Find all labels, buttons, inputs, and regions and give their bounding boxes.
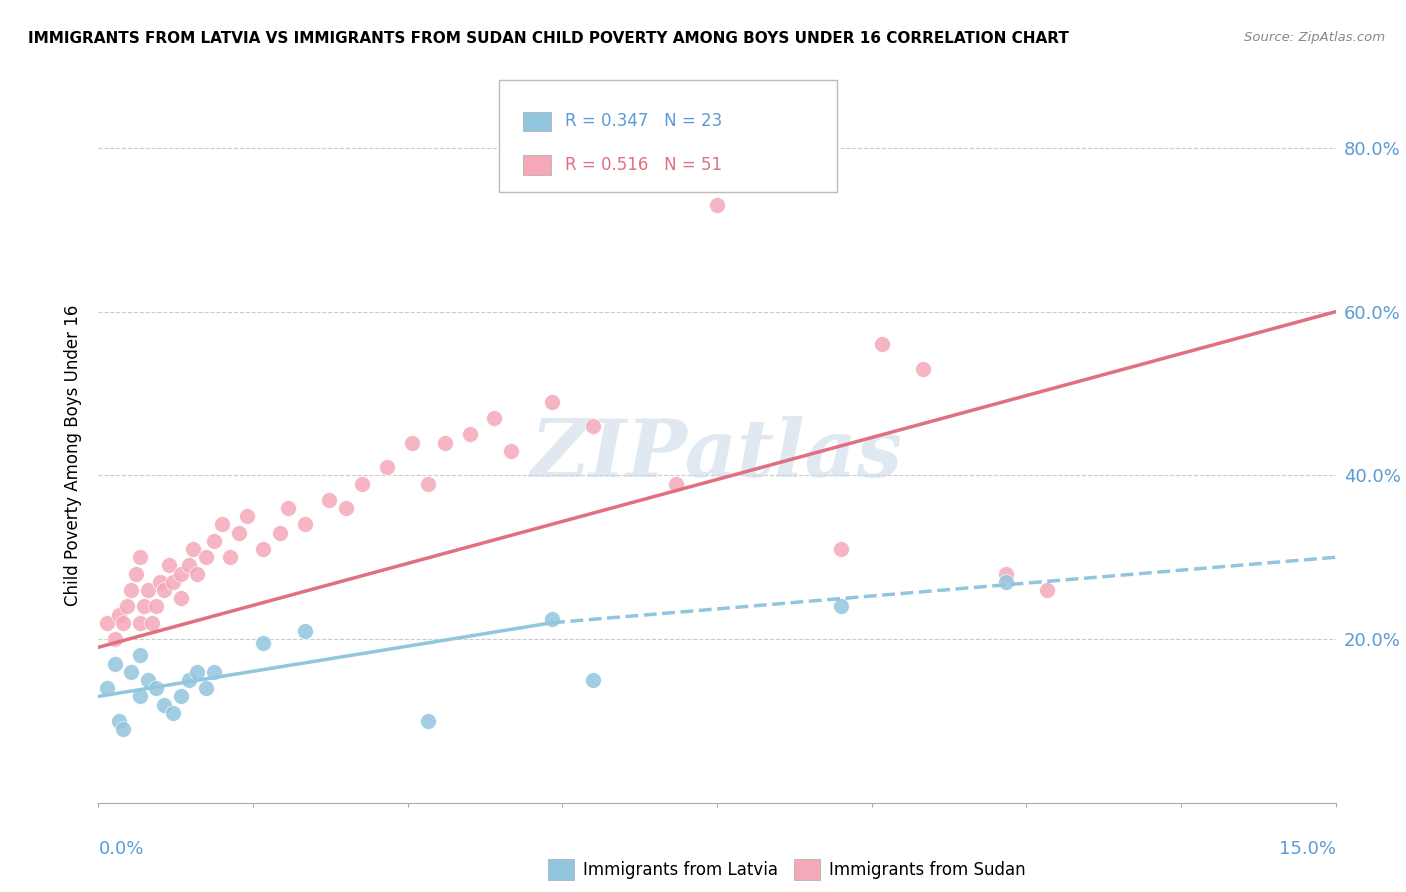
Point bbox=[141, 615, 163, 630]
Point bbox=[994, 574, 1017, 589]
Point bbox=[219, 550, 242, 565]
Point bbox=[153, 582, 176, 597]
Point bbox=[128, 615, 150, 630]
Point bbox=[145, 681, 167, 696]
Point bbox=[145, 599, 167, 614]
Point bbox=[157, 558, 180, 573]
Point bbox=[318, 492, 340, 507]
Point bbox=[112, 615, 135, 630]
Point bbox=[912, 362, 935, 376]
Point bbox=[418, 714, 440, 728]
Text: 15.0%: 15.0% bbox=[1278, 839, 1336, 857]
Point bbox=[162, 706, 184, 720]
Point bbox=[108, 607, 131, 622]
Point bbox=[124, 566, 146, 581]
Text: ZIPatlas: ZIPatlas bbox=[531, 417, 903, 493]
Y-axis label: Child Poverty Among Boys Under 16: Child Poverty Among Boys Under 16 bbox=[65, 304, 83, 606]
Point bbox=[112, 722, 135, 736]
Point bbox=[418, 476, 440, 491]
Point bbox=[181, 542, 204, 557]
Point bbox=[294, 624, 316, 638]
Point bbox=[186, 665, 208, 679]
Point bbox=[120, 665, 142, 679]
Point bbox=[117, 599, 139, 614]
Point bbox=[582, 419, 605, 434]
Point bbox=[128, 690, 150, 704]
Point bbox=[194, 681, 217, 696]
Text: Immigrants from Sudan: Immigrants from Sudan bbox=[808, 861, 1026, 879]
Point bbox=[269, 525, 291, 540]
Point bbox=[401, 435, 423, 450]
Point bbox=[120, 582, 142, 597]
Point bbox=[153, 698, 176, 712]
Point bbox=[541, 394, 564, 409]
Point bbox=[252, 636, 274, 650]
Point bbox=[108, 714, 131, 728]
Text: Immigrants from Latvia: Immigrants from Latvia bbox=[562, 861, 779, 879]
Point bbox=[830, 542, 852, 557]
Point bbox=[484, 411, 506, 425]
Point bbox=[162, 574, 184, 589]
Point bbox=[1036, 582, 1059, 597]
Point bbox=[211, 517, 233, 532]
Text: 0.0%: 0.0% bbox=[98, 839, 143, 857]
Point bbox=[136, 673, 159, 687]
Point bbox=[335, 501, 357, 516]
Point bbox=[665, 476, 688, 491]
Point bbox=[458, 427, 481, 442]
Point bbox=[128, 550, 150, 565]
Point bbox=[433, 435, 456, 450]
Point bbox=[186, 566, 208, 581]
Text: Source: ZipAtlas.com: Source: ZipAtlas.com bbox=[1244, 31, 1385, 45]
Point bbox=[252, 542, 274, 557]
Point bbox=[499, 443, 522, 458]
Point bbox=[277, 501, 299, 516]
Point bbox=[236, 509, 259, 524]
Point bbox=[104, 657, 127, 671]
Point bbox=[202, 533, 225, 548]
Point bbox=[228, 525, 250, 540]
Text: IMMIGRANTS FROM LATVIA VS IMMIGRANTS FROM SUDAN CHILD POVERTY AMONG BOYS UNDER 1: IMMIGRANTS FROM LATVIA VS IMMIGRANTS FRO… bbox=[28, 31, 1069, 46]
Point bbox=[136, 582, 159, 597]
Point bbox=[830, 599, 852, 614]
Point bbox=[96, 615, 118, 630]
Point bbox=[179, 558, 201, 573]
Text: R = 0.516   N = 51: R = 0.516 N = 51 bbox=[565, 156, 723, 174]
Point bbox=[104, 632, 127, 646]
Point bbox=[128, 648, 150, 663]
Point bbox=[541, 612, 564, 626]
Point bbox=[194, 550, 217, 565]
Point bbox=[994, 566, 1017, 581]
Point bbox=[582, 673, 605, 687]
Point bbox=[149, 574, 172, 589]
Point bbox=[706, 198, 728, 212]
Point bbox=[870, 337, 893, 351]
Point bbox=[170, 566, 193, 581]
Text: R = 0.347   N = 23: R = 0.347 N = 23 bbox=[565, 112, 723, 130]
Point bbox=[170, 591, 193, 606]
Point bbox=[294, 517, 316, 532]
Point bbox=[375, 460, 398, 475]
Point bbox=[352, 476, 374, 491]
Point bbox=[132, 599, 155, 614]
Point bbox=[96, 681, 118, 696]
Point bbox=[179, 673, 201, 687]
Point bbox=[202, 665, 225, 679]
Point bbox=[170, 690, 193, 704]
